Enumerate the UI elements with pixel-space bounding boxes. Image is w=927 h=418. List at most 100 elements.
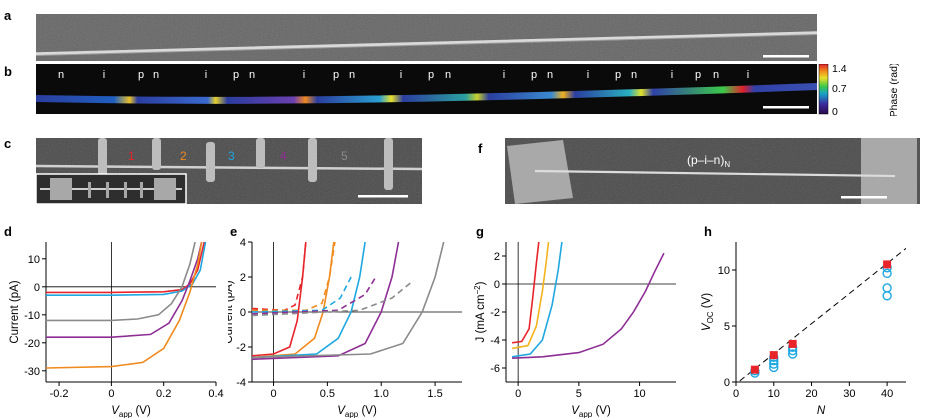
segment-label-i: i: [303, 69, 305, 81]
panel-letter-b: b: [4, 64, 12, 79]
segment-label-i: i: [587, 69, 589, 81]
nanowire: [36, 31, 817, 56]
y-axis-label: Current (pA): [9, 280, 21, 343]
segment-label-i: i: [205, 69, 207, 81]
x-tick-label: 0.5: [320, 388, 335, 400]
series-line-1: [252, 242, 335, 359]
data-point-circle: [787, 349, 798, 359]
series-line-3: [46, 242, 203, 338]
series-line-6: [252, 242, 336, 312]
x-tick-label: 1.5: [427, 388, 442, 400]
segment-label-i: i: [671, 69, 673, 81]
scale-bar: [358, 195, 408, 198]
chart-h-open-circuit-voltage: 0 10 20 30 40 0 5 10 N VOC (V): [701, 242, 906, 417]
panel-letter-e: e: [230, 224, 238, 239]
x-tick-label: 40: [881, 388, 893, 400]
colorbar-tick: 0: [832, 106, 838, 116]
device-label-1: 1: [128, 149, 135, 163]
chart-e-current-vs-voltage: 0 0.5 1.0 1.5 4 2 0 -2 -4 Vapp (V) Current (pA): [228, 237, 462, 418]
y-tick-label: -4: [236, 377, 246, 389]
colorbar-tick: 1.4: [832, 64, 847, 75]
data-point-circle: [769, 359, 779, 369]
panel-f-sem-device: (p–i–n)N: [505, 138, 920, 204]
segment-label-n: n: [445, 69, 451, 81]
data-point-circle: [882, 268, 892, 279]
data-point-circle: [769, 362, 779, 373]
y-tick-label: -20: [24, 338, 40, 350]
device-label: (p–i–n)N: [687, 153, 730, 169]
panel-letter-g: g: [476, 224, 484, 239]
fit-line: [739, 247, 906, 382]
data-point-circle: [882, 283, 892, 293]
scale-bar: [763, 55, 809, 58]
x-tick-label: 10: [768, 388, 780, 400]
y-tick-label: 0: [724, 377, 730, 389]
panel-a-sem-image: [36, 14, 817, 61]
segment-label-n: n: [58, 69, 64, 81]
y-axis-label: VOC (V): [701, 293, 715, 331]
x-axis-label: N: [817, 405, 826, 417]
device-label-5: 5: [341, 149, 348, 163]
series-line-3: [512, 252, 665, 359]
segment-label-p: p: [695, 69, 701, 81]
x-tick-label: 0.2: [156, 388, 171, 400]
segment-label-n: n: [153, 69, 159, 81]
y-tick-label: -10: [24, 310, 40, 322]
y-tick-label: -2: [490, 307, 500, 319]
y-axis-label: Current (pA): [228, 280, 235, 343]
x-tick-label: 0: [515, 388, 521, 400]
segment-label-i: i: [400, 69, 402, 81]
device-label-4: 4: [280, 149, 287, 163]
segment-label-i: i: [103, 69, 105, 81]
series-line-1: [511, 242, 550, 350]
segment-label-n: n: [631, 69, 637, 81]
plot-area: [46, 242, 207, 369]
segment-label-p: p: [138, 69, 144, 81]
y-tick-label: 0: [240, 307, 246, 319]
device-label-2: 2: [180, 149, 187, 163]
x-axis-label: Vapp (V): [571, 405, 611, 418]
panel-letter-a: a: [4, 8, 12, 23]
colorbar: [818, 64, 829, 115]
series-line-2: [46, 242, 196, 322]
x-axis-label: Vapp (V): [111, 405, 151, 418]
series-line-7: [252, 276, 352, 313]
segment-label-p: p: [333, 69, 339, 81]
x-tick-label: 1.0: [374, 388, 389, 400]
phase-nanowire: [36, 83, 817, 104]
series-line-8: [252, 276, 377, 315]
x-tick-label: 0: [108, 388, 114, 400]
y-tick-label: 2: [494, 251, 500, 263]
segment-label-i: i: [503, 69, 505, 81]
colorbar-label: Phase (rad): [888, 64, 900, 116]
panel-letter-h: h: [704, 224, 712, 239]
segment-label-p: p: [615, 69, 621, 81]
plot-area: [511, 242, 665, 359]
data-point-square: [769, 351, 778, 360]
y-tick-label: 0: [494, 279, 500, 291]
plot-area: [739, 247, 906, 382]
panel-letter-f: f: [478, 141, 483, 156]
panel-c-sem-devices: 1 2 3 4 5: [36, 138, 422, 204]
series-line-4: [252, 242, 445, 359]
x-tick-label: 10: [633, 388, 645, 400]
chart-g-current-density: 0 5 10 2 0 -2 -4 -6 Vapp (V) J (mA cm−2): [474, 242, 676, 418]
data-point-square: [750, 365, 759, 374]
segment-label-i: i: [747, 69, 749, 81]
segment-label-p: p: [531, 69, 537, 81]
right-contact-pad: [861, 138, 917, 204]
plot-area: [252, 242, 445, 361]
y-tick-label: 4: [240, 237, 246, 249]
series-line-1: [46, 242, 207, 296]
chart-d-current-vs-voltage: -0.2 0 0.2 0.4 10 0 -10 -20 -30 Vapp (V) Current (…: [9, 242, 224, 418]
data-point-square: [883, 260, 892, 269]
segment-label-n: n: [547, 69, 553, 81]
y-tick-label: 2: [240, 272, 246, 284]
x-tick-label: 5: [576, 388, 582, 400]
data-point-circle: [882, 291, 892, 301]
y-tick-label: -4: [490, 335, 500, 347]
scale-bar: [841, 196, 887, 199]
segment-label-n: n: [249, 69, 255, 81]
